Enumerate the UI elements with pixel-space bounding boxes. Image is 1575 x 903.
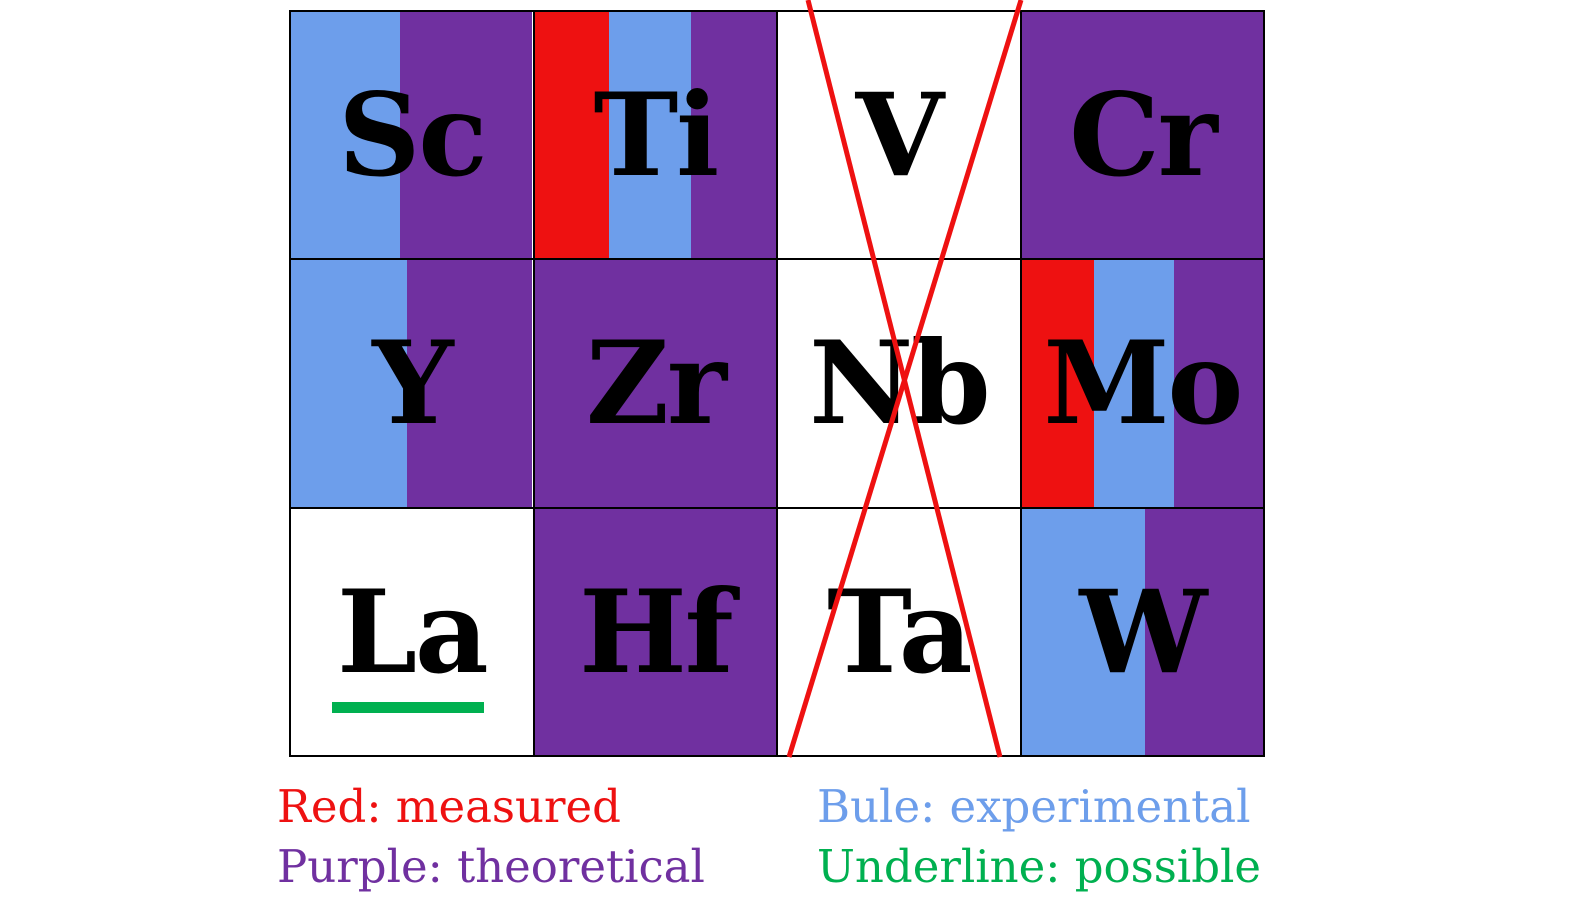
cell-color-stripes	[1021, 260, 1264, 507]
element-symbol: Cr	[1069, 68, 1218, 203]
element-symbol: Hf	[579, 564, 733, 699]
legend-item-red-measured: Red: measured	[277, 780, 621, 833]
blue-stripe	[609, 12, 692, 259]
cell-ta: Ta	[777, 507, 1021, 756]
cell-mo: Mo	[1020, 259, 1264, 508]
cell-color-stripes	[534, 260, 776, 507]
purple-stripe	[534, 260, 776, 507]
cell-zr: Zr	[533, 259, 777, 508]
legend-item-underline-possible: Underline: possible	[817, 840, 1262, 893]
cell-y: Y	[290, 259, 534, 508]
purple-stripe	[1173, 260, 1263, 507]
white-stripe	[291, 508, 533, 755]
cell-v: V	[777, 11, 1021, 260]
element-symbol: W	[1079, 564, 1207, 699]
red-stripe	[1021, 260, 1094, 507]
element-symbol: Zr	[585, 316, 727, 451]
cell-color-stripes	[534, 12, 777, 259]
legend-item-purple-theoretical: Purple: theoretical	[277, 840, 705, 893]
cell-w: W	[1020, 507, 1264, 756]
green-underline-mark	[332, 701, 485, 713]
element-symbol: Y	[372, 316, 453, 451]
element-grid: Sc Ti V Cr Y Zr Nb Mo La Hf Ta W	[289, 10, 1265, 757]
purple-stripe	[534, 508, 776, 755]
cell-la: La	[290, 507, 534, 756]
cell-ti: Ti	[533, 11, 777, 260]
element-symbol: Mo	[1043, 316, 1243, 451]
cell-color-stripes	[1021, 12, 1263, 259]
legend: Red: measured Bule: experimental Purple:…	[277, 781, 1261, 893]
red-stripe	[534, 12, 610, 259]
purple-stripe	[691, 12, 776, 259]
cell-color-stripes	[1021, 508, 1264, 755]
cell-nb: Nb	[777, 259, 1021, 508]
cell-color-stripes	[291, 12, 533, 259]
purple-stripe	[1144, 508, 1263, 755]
cell-color-stripes	[291, 260, 533, 507]
legend-item-blue-experimental: Bule: experimental	[817, 780, 1251, 833]
element-symbol: Nb	[809, 316, 991, 451]
element-symbol: Sc	[338, 68, 487, 203]
purple-stripe	[1021, 12, 1263, 259]
element-symbol: V	[855, 68, 944, 203]
cell-color-stripes	[534, 508, 776, 755]
element-symbol: Ta	[827, 564, 973, 699]
cell-hf: Hf	[533, 507, 777, 756]
blue-stripe	[291, 12, 400, 259]
purple-stripe	[399, 12, 533, 259]
blue-stripe	[1021, 508, 1145, 755]
cell-cr: Cr	[1020, 11, 1264, 260]
blue-stripe	[291, 260, 407, 507]
cell-color-stripes	[291, 508, 533, 755]
element-symbol: La	[337, 564, 489, 699]
element-symbol: Ti	[593, 68, 719, 203]
blue-stripe	[1093, 260, 1174, 507]
purple-stripe	[406, 260, 533, 507]
cell-sc: Sc	[290, 11, 534, 260]
